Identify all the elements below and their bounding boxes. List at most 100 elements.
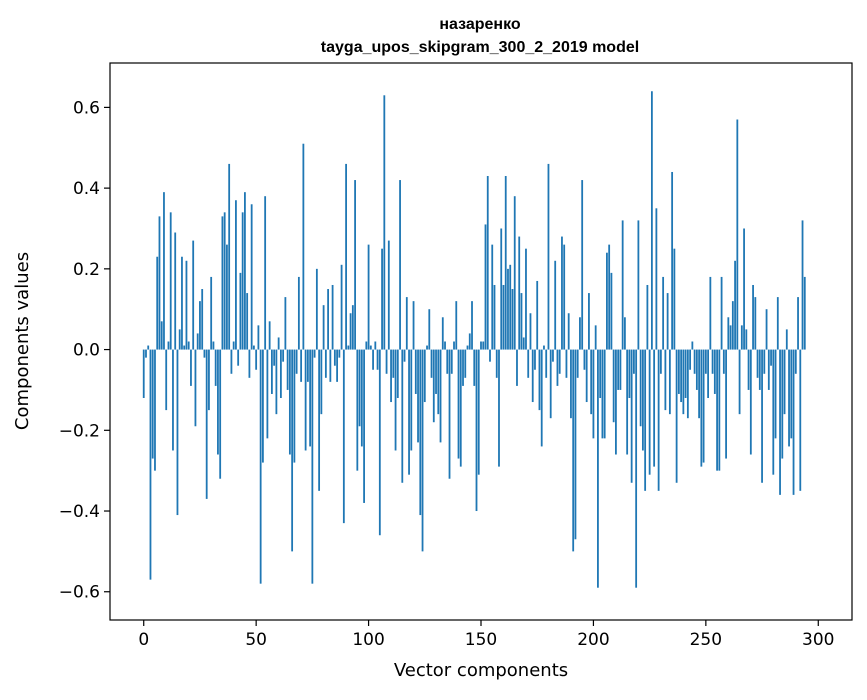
bar (194, 349, 197, 427)
bar (792, 349, 795, 495)
bar (707, 349, 709, 398)
bar (293, 349, 296, 463)
bar (635, 349, 638, 588)
bar (147, 345, 150, 350)
bar (790, 349, 793, 439)
bar (549, 349, 552, 419)
bar (765, 309, 768, 350)
x-tick-label: 50 (245, 630, 267, 650)
bar (507, 268, 509, 350)
bar (500, 228, 503, 350)
bar (219, 349, 222, 479)
bar (556, 349, 559, 386)
bar (486, 176, 489, 350)
bar (682, 349, 685, 415)
bar (527, 349, 530, 378)
bar (536, 280, 539, 350)
bar (453, 341, 455, 350)
bar (412, 301, 415, 350)
bar (354, 180, 356, 350)
bar (615, 349, 617, 455)
bar (641, 349, 644, 451)
bar (437, 349, 440, 415)
bar (291, 349, 294, 552)
bar (772, 349, 775, 475)
bar (664, 349, 667, 411)
plot-area-frame (109, 62, 853, 621)
bar (154, 349, 156, 471)
bar (657, 349, 660, 491)
bar (794, 349, 797, 374)
bar (666, 293, 669, 350)
bar (273, 349, 276, 366)
y-tick-label: 0.4 (73, 179, 100, 199)
bar (473, 349, 476, 386)
bar (264, 196, 267, 350)
y-tick-label: −0.2 (59, 421, 100, 441)
bar (446, 349, 449, 374)
bar (475, 349, 478, 512)
bar (383, 95, 386, 350)
bar (534, 349, 536, 370)
bar (172, 349, 174, 451)
bar (374, 341, 377, 350)
bar (659, 349, 662, 374)
bar (646, 284, 649, 350)
bar (752, 284, 754, 350)
bar (597, 349, 599, 588)
bar (288, 349, 291, 455)
bar (372, 349, 374, 370)
bar (176, 349, 179, 516)
y-axis-label: Components values (12, 252, 33, 430)
chart-subtitle: tayga_upos_skipgram_300_2_2019 model (321, 39, 639, 56)
bar (563, 244, 566, 350)
bar (747, 349, 750, 390)
bar (255, 349, 258, 370)
bar (770, 349, 772, 366)
bar (210, 276, 213, 350)
bar (628, 349, 631, 398)
bar (457, 349, 460, 459)
bar (441, 317, 444, 350)
bar (511, 289, 514, 350)
bar (250, 204, 253, 350)
bar (356, 349, 359, 471)
bar (390, 349, 392, 403)
bar (513, 196, 516, 350)
bar (561, 236, 563, 350)
bar (606, 252, 608, 350)
bar (378, 349, 381, 536)
bar (727, 317, 730, 350)
bar (226, 244, 228, 350)
bar (387, 240, 390, 350)
bar (241, 212, 244, 350)
bar (156, 256, 159, 350)
bar (450, 349, 453, 374)
bar (244, 192, 246, 350)
bar (295, 349, 298, 374)
y-tick-label: −0.6 (59, 583, 100, 603)
bar (187, 341, 190, 350)
bar (178, 329, 181, 350)
bar (414, 349, 417, 394)
bar (230, 349, 233, 374)
bar (655, 208, 658, 350)
bar (599, 349, 602, 398)
bar (214, 349, 217, 386)
bar (257, 325, 260, 350)
bar (695, 349, 698, 390)
bar (399, 180, 401, 350)
bar (718, 349, 721, 471)
x-tick-label: 100 (352, 630, 384, 650)
x-axis-ticks: 0 50 100 150 200 250 300 (138, 620, 834, 650)
bar (340, 264, 343, 350)
x-tick-label: 150 (465, 630, 497, 650)
bar (262, 349, 264, 463)
bar (351, 305, 354, 350)
bar (333, 349, 336, 366)
bar (259, 349, 262, 584)
bar (423, 349, 426, 403)
bar (493, 284, 496, 350)
bar (552, 349, 554, 362)
bar (235, 200, 237, 350)
